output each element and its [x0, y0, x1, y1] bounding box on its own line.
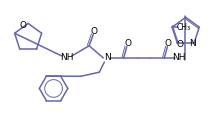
- Text: NH: NH: [60, 54, 73, 63]
- Text: O: O: [165, 39, 172, 48]
- Text: N: N: [189, 39, 195, 48]
- Text: O: O: [91, 27, 98, 36]
- Text: O: O: [20, 21, 27, 30]
- Text: O: O: [124, 39, 131, 48]
- Text: O: O: [177, 40, 184, 49]
- Text: N: N: [104, 54, 111, 63]
- Text: NH: NH: [172, 54, 185, 63]
- Text: CH₃: CH₃: [176, 23, 190, 32]
